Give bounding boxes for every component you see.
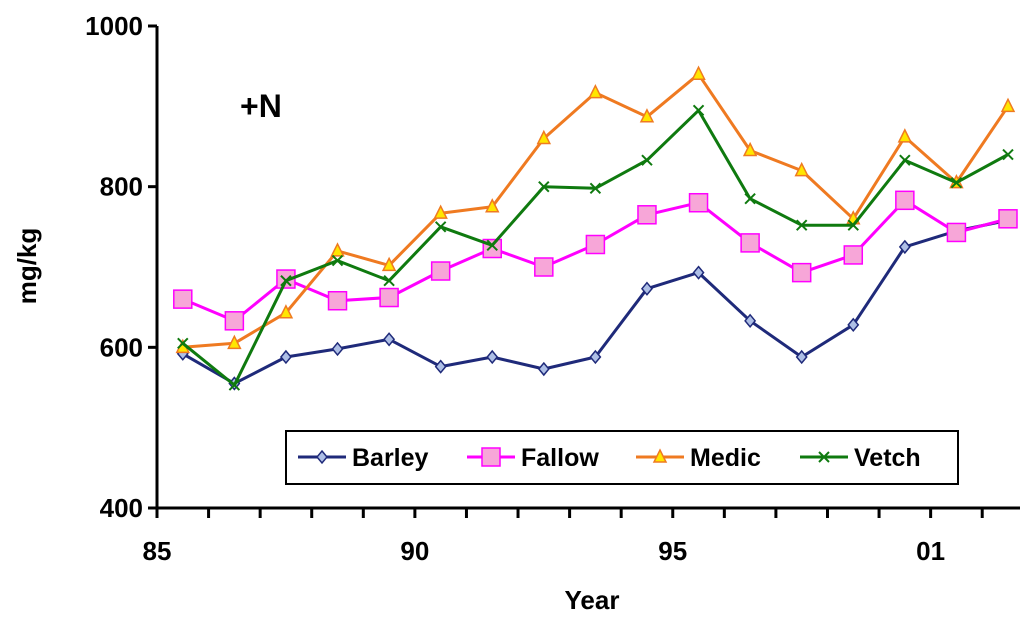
series-medic bbox=[175, 65, 1016, 354]
data-point bbox=[843, 245, 864, 265]
legend-item-barley: Barley bbox=[298, 444, 429, 472]
x-axis: 85 90 95 01 bbox=[143, 506, 1020, 566]
data-point bbox=[652, 448, 668, 463]
data-point bbox=[691, 65, 706, 80]
data-point bbox=[383, 274, 395, 287]
legend-label: Fallow bbox=[521, 444, 599, 472]
legend-label: Medic bbox=[690, 444, 761, 472]
data-point bbox=[538, 180, 550, 193]
data-point bbox=[537, 361, 550, 377]
data-point bbox=[740, 233, 760, 253]
data-point bbox=[692, 104, 705, 117]
series-vetch bbox=[177, 104, 1014, 391]
data-point bbox=[588, 83, 603, 99]
data-point bbox=[847, 317, 860, 333]
data-point bbox=[998, 209, 1018, 229]
data-point bbox=[950, 176, 963, 189]
data-point bbox=[316, 449, 328, 465]
data-point bbox=[589, 182, 602, 194]
data-point bbox=[641, 154, 653, 166]
data-point bbox=[379, 287, 399, 308]
data-point bbox=[640, 281, 653, 296]
y-axis: 400 600 800 1000 bbox=[85, 11, 159, 523]
data-point bbox=[688, 192, 709, 213]
data-point bbox=[331, 341, 344, 357]
data-point bbox=[794, 161, 809, 177]
data-point bbox=[1002, 148, 1014, 161]
data-point bbox=[795, 349, 808, 365]
legend: Barley Fallow Medic Vetch bbox=[285, 430, 959, 485]
data-point bbox=[434, 359, 447, 374]
data-point bbox=[228, 379, 241, 391]
data-point bbox=[899, 154, 911, 166]
legend-label: Barley bbox=[352, 444, 429, 472]
data-point bbox=[434, 221, 447, 233]
data-point bbox=[485, 198, 500, 213]
data-point bbox=[847, 219, 859, 231]
data-point bbox=[279, 349, 292, 365]
data-point bbox=[639, 108, 655, 123]
legend-item-fallow: Fallow bbox=[467, 444, 599, 472]
data-point bbox=[433, 204, 448, 219]
data-point bbox=[381, 256, 397, 272]
x-tick-label: 85 bbox=[143, 536, 172, 566]
x-tick-label: 01 bbox=[916, 536, 945, 566]
data-point bbox=[481, 447, 501, 467]
data-point bbox=[897, 128, 913, 143]
data-point bbox=[946, 222, 967, 243]
data-point bbox=[177, 337, 189, 350]
data-point bbox=[795, 219, 808, 231]
data-point bbox=[534, 257, 554, 277]
y-tick-label: 800 bbox=[100, 172, 143, 202]
data-point bbox=[1000, 97, 1016, 113]
y-tick-label: 400 bbox=[100, 493, 143, 523]
legend-label: Vetch bbox=[854, 444, 921, 472]
y-tick-label: 600 bbox=[100, 332, 143, 362]
plot-annotation: +N bbox=[240, 88, 282, 124]
data-point bbox=[224, 311, 245, 331]
data-point bbox=[744, 313, 757, 328]
data-point bbox=[744, 193, 756, 205]
series-line bbox=[182, 198, 1009, 323]
data-point bbox=[173, 289, 193, 309]
data-point bbox=[276, 269, 296, 289]
data-point bbox=[327, 290, 348, 311]
data-point bbox=[330, 242, 345, 257]
legend-item-vetch: Vetch bbox=[800, 444, 921, 472]
data-point bbox=[536, 129, 552, 145]
y-axis-title: mg/kg bbox=[12, 228, 42, 305]
data-point bbox=[486, 239, 498, 252]
data-point bbox=[430, 261, 451, 281]
data-point bbox=[383, 332, 396, 347]
data-point bbox=[280, 274, 292, 287]
x-tick-label: 90 bbox=[400, 536, 429, 566]
data-point bbox=[585, 234, 606, 255]
series-layer bbox=[173, 65, 1018, 391]
data-point bbox=[692, 265, 705, 280]
x-tick-label: 95 bbox=[658, 536, 687, 566]
data-point bbox=[637, 205, 657, 225]
data-point bbox=[486, 349, 499, 365]
data-point bbox=[589, 349, 602, 365]
data-point bbox=[791, 262, 812, 283]
x-axis-title: Year bbox=[565, 585, 620, 615]
series-fallow bbox=[173, 190, 1018, 331]
data-point bbox=[895, 190, 915, 211]
y-tick-label: 1000 bbox=[85, 11, 143, 41]
data-point bbox=[898, 239, 911, 255]
data-point bbox=[818, 451, 830, 463]
data-point bbox=[742, 141, 758, 157]
data-point bbox=[227, 334, 242, 350]
series-line bbox=[182, 72, 1010, 349]
data-point bbox=[278, 304, 294, 319]
data-point bbox=[331, 254, 344, 267]
legend-item-medic: Medic bbox=[636, 444, 761, 472]
